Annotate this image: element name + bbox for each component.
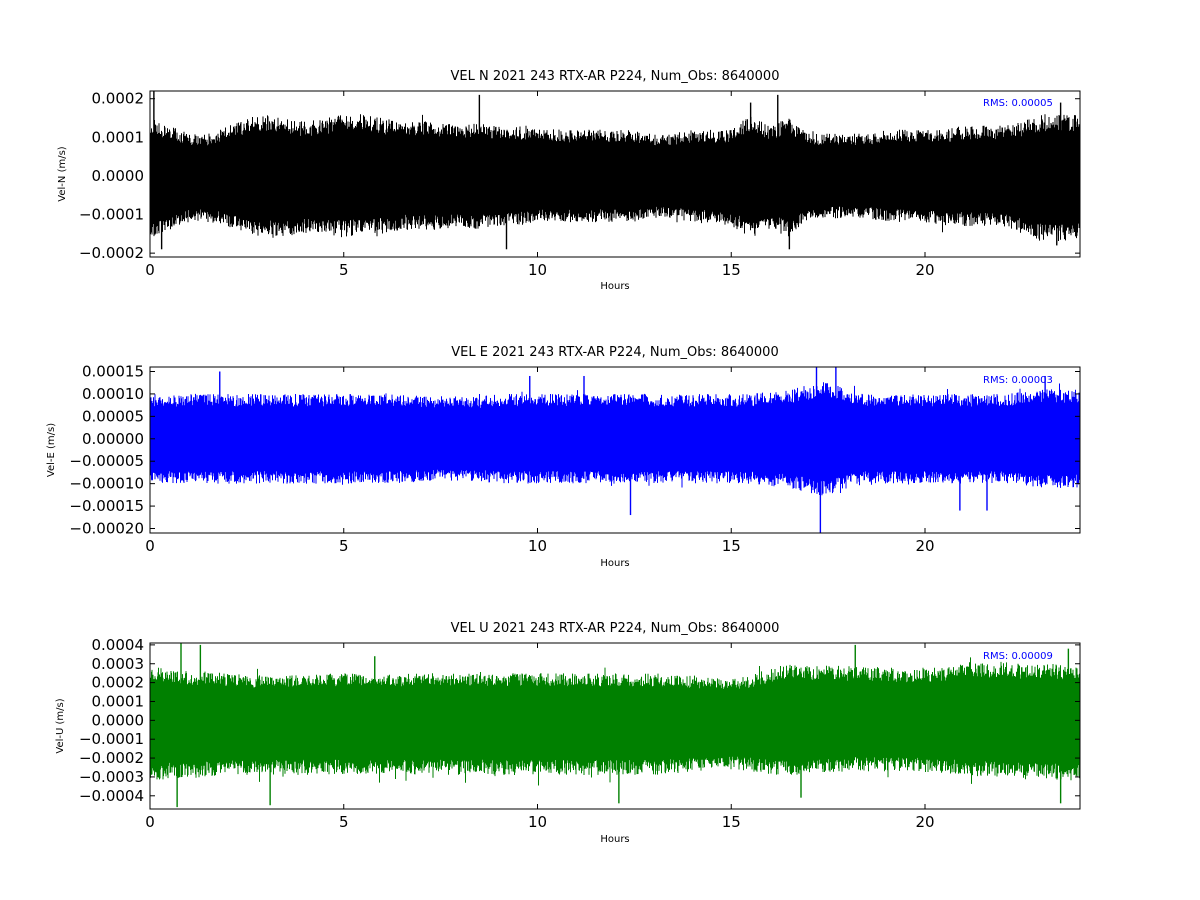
rms-annotation: RMS: 0.00005 — [983, 98, 1053, 109]
y-tick-label: −0.0001 — [79, 730, 144, 748]
x-tick-label: 15 — [722, 813, 741, 831]
y-tick-label: −0.00010 — [69, 475, 144, 493]
y-tick-label: 0.0004 — [92, 636, 145, 654]
x-tick-label: 5 — [339, 813, 349, 831]
x-tick-label: 10 — [528, 813, 547, 831]
panel-vel-e: VEL E 2021 243 RTX-AR P224, Num_Obs: 864… — [46, 345, 1081, 569]
x-axis-label: Hours — [600, 281, 629, 292]
y-tick-label: −0.0004 — [79, 787, 144, 805]
y-tick-label: −0.00015 — [69, 497, 144, 515]
series-spikes — [176, 643, 1070, 808]
axes-frame — [149, 366, 1081, 534]
y-tick-label: 0.0003 — [92, 655, 145, 673]
y-tick-label: 0.0000 — [92, 711, 145, 729]
y-axis-label: Vel-U (m/s) — [55, 698, 66, 753]
series-line — [150, 382, 1080, 496]
rms-annotation: RMS: 0.00009 — [983, 651, 1053, 662]
x-axis-label: Hours — [600, 558, 629, 569]
x-tick-label: 20 — [915, 537, 934, 555]
y-tick-label: −0.0003 — [79, 768, 144, 786]
y-tick-label: 0.0002 — [92, 674, 145, 692]
x-tick-label: 15 — [722, 261, 741, 279]
y-tick-label: 0.0001 — [92, 128, 145, 146]
x-tick-label: 5 — [339, 537, 349, 555]
x-tick-label: 5 — [339, 261, 349, 279]
y-tick-label: −0.0002 — [79, 749, 144, 767]
y-tick-label: 0.0000 — [92, 167, 145, 185]
panel-title: VEL U 2021 243 RTX-AR P224, Num_Obs: 864… — [451, 621, 780, 636]
series-line — [150, 114, 1080, 241]
y-tick-label: 0.0001 — [92, 692, 145, 710]
y-tick-label: 0.00015 — [82, 362, 144, 380]
x-tick-label: 10 — [528, 261, 547, 279]
y-axis-label: Vel-N (m/s) — [57, 146, 68, 201]
panel-title: VEL E 2021 243 RTX-AR P224, Num_Obs: 864… — [451, 345, 778, 360]
y-tick-label: −0.0001 — [79, 206, 144, 224]
y-tick-label: 0.0002 — [92, 90, 145, 108]
y-tick-label: −0.00020 — [69, 520, 144, 538]
x-tick-label: 0 — [145, 537, 155, 555]
panel-vel-n: VEL N 2021 243 RTX-AR P224, Num_Obs: 864… — [57, 69, 1081, 292]
axes-frame — [149, 642, 1081, 810]
x-tick-label: 0 — [145, 261, 155, 279]
x-tick-label: 20 — [915, 813, 934, 831]
rms-annotation: RMS: 0.00003 — [983, 375, 1053, 386]
series-spikes — [153, 91, 1062, 250]
axes-frame — [149, 90, 1081, 258]
panel-title: VEL N 2021 243 RTX-AR P224, Num_Obs: 864… — [451, 69, 780, 84]
y-tick-label: −0.0002 — [79, 244, 144, 262]
y-tick-label: 0.00005 — [82, 407, 144, 425]
x-tick-label: 20 — [915, 261, 934, 279]
x-tick-label: 0 — [145, 813, 155, 831]
x-tick-label: 10 — [528, 537, 547, 555]
y-tick-label: −0.00005 — [69, 452, 144, 470]
panel-vel-u: VEL U 2021 243 RTX-AR P224, Num_Obs: 864… — [55, 621, 1081, 845]
y-tick-label: 0.00000 — [82, 430, 144, 448]
x-axis-label: Hours — [600, 834, 629, 845]
x-tick-label: 15 — [722, 537, 741, 555]
y-tick-label: 0.00010 — [82, 385, 144, 403]
series-spikes — [219, 367, 1046, 533]
y-axis-label: Vel-E (m/s) — [46, 423, 57, 477]
series-line — [150, 657, 1080, 786]
